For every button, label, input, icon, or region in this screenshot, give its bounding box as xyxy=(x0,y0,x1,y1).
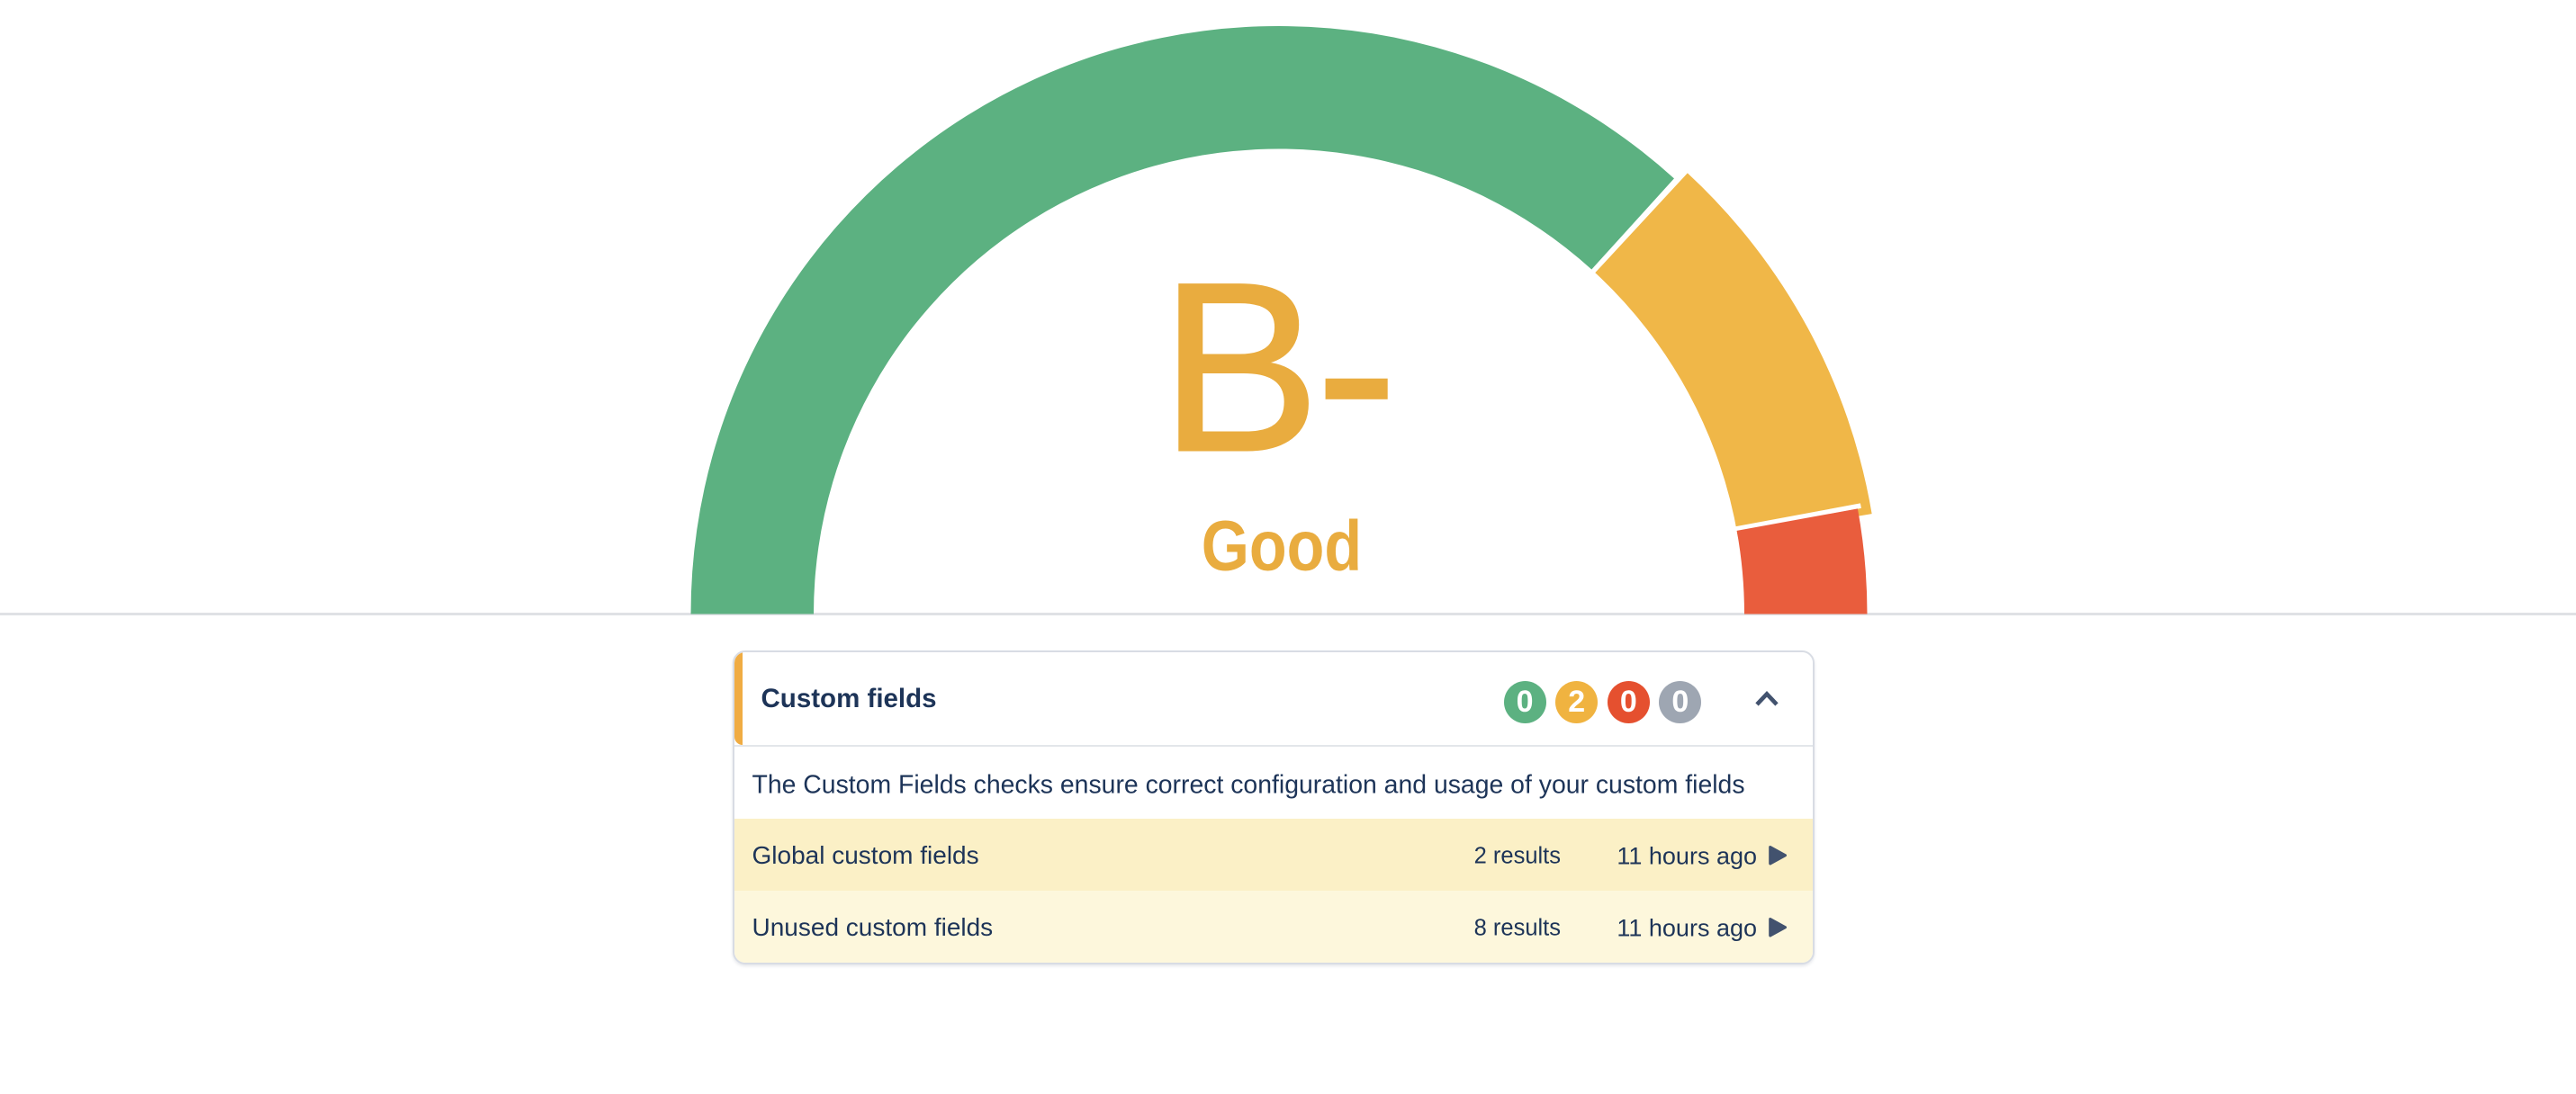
svg-text:Good: Good xyxy=(1202,506,1362,586)
svg-text:B: B xyxy=(1159,232,1320,502)
